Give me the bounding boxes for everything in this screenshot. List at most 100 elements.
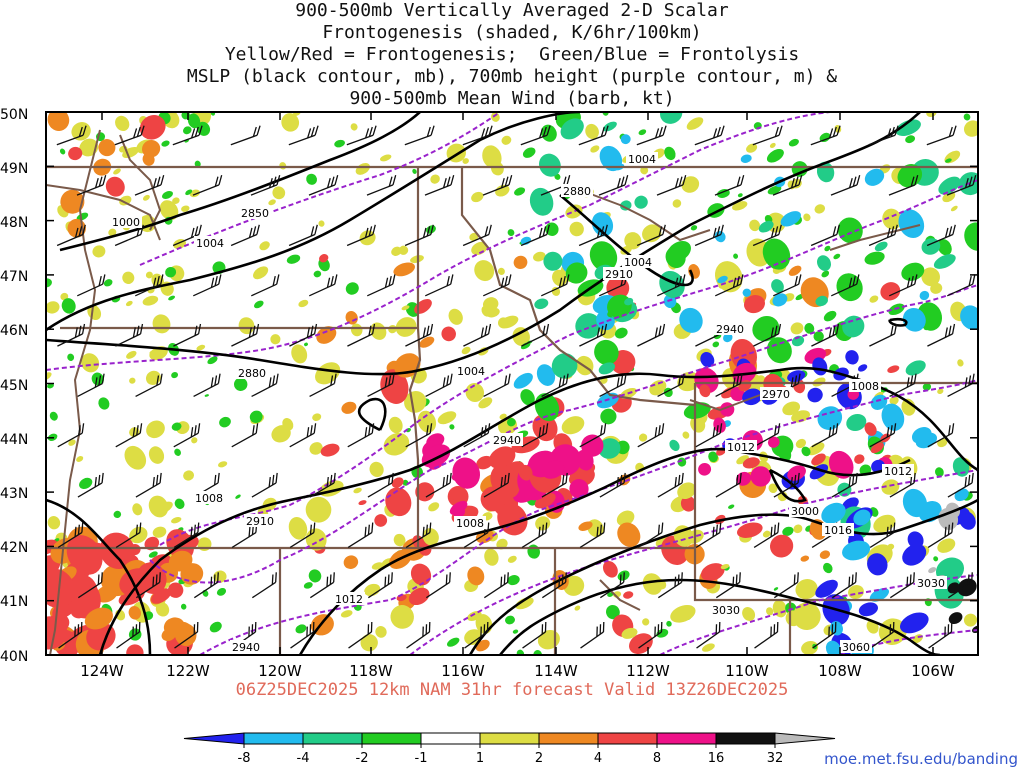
colorbar-label: 1 xyxy=(476,751,484,766)
shading-blob xyxy=(415,482,435,502)
wind-barb xyxy=(115,423,143,448)
height-label: 2970 xyxy=(762,388,790,401)
wind-barb xyxy=(347,423,375,448)
shading-blob xyxy=(507,229,515,237)
shading-blob xyxy=(790,322,804,335)
shading-blob xyxy=(614,327,628,339)
wind-barb xyxy=(869,423,897,448)
wind-barb xyxy=(694,125,725,146)
shading-blob xyxy=(233,377,248,391)
wind-barb xyxy=(346,224,376,247)
shading-blob xyxy=(295,624,307,634)
shading-blob xyxy=(419,336,435,348)
shading-blob xyxy=(495,184,510,197)
mslp-label: 1004 xyxy=(457,365,485,378)
mslp-contour-labels: 1004 1000 1004 1004 1004 1008 1012 1012 … xyxy=(110,152,914,606)
shading-blob xyxy=(767,436,780,448)
wind-barb xyxy=(251,472,278,498)
height-label: 2910 xyxy=(605,268,633,281)
shading-blob xyxy=(171,422,182,431)
shading-blob xyxy=(624,297,634,306)
shading-blob xyxy=(825,640,842,655)
shading-blob xyxy=(209,621,222,633)
wind-barb xyxy=(173,423,201,448)
mslp-label: 1008 xyxy=(851,380,879,393)
shading-blob xyxy=(616,510,635,527)
shading-blob xyxy=(803,213,811,222)
shading-blob xyxy=(565,204,583,219)
shading-blob xyxy=(174,448,181,456)
shading-blob xyxy=(902,543,927,566)
wind-barb xyxy=(347,522,374,548)
wind-barb xyxy=(231,423,259,448)
shading-blob xyxy=(819,132,831,143)
shading-blob xyxy=(666,240,691,263)
shading-blob xyxy=(551,353,578,379)
source-url[interactable]: moe.met.fsu.edu/banding xyxy=(824,750,1018,768)
shading-blob xyxy=(512,327,530,347)
wind-barb xyxy=(250,274,280,297)
shading-blob xyxy=(145,271,153,279)
shading-blob xyxy=(864,168,885,186)
wind-barb xyxy=(714,274,744,297)
shading-blob xyxy=(341,401,357,414)
shading-blob xyxy=(185,189,193,196)
shading-blob xyxy=(599,145,623,172)
shading-blob xyxy=(142,153,155,166)
shading-blob xyxy=(288,517,308,540)
shading-blob xyxy=(497,267,505,275)
shading-blob xyxy=(441,326,456,342)
wind-barb xyxy=(521,323,550,347)
shading-blob xyxy=(804,323,815,334)
wind-barb xyxy=(367,472,394,498)
shading-blob xyxy=(699,384,711,398)
shading-blob xyxy=(148,446,165,464)
wind-barb xyxy=(250,175,281,196)
wind-barb xyxy=(309,373,337,398)
shading-blob xyxy=(919,290,930,301)
shading-blob xyxy=(196,344,206,351)
shading-blob xyxy=(319,253,329,263)
shading-blob xyxy=(145,370,161,385)
shading-blob xyxy=(181,205,190,212)
height-label: 3030 xyxy=(712,604,740,617)
shading-blob xyxy=(281,113,300,132)
wind-barb xyxy=(541,373,569,398)
wind-barb xyxy=(192,175,223,196)
shading-blob xyxy=(119,568,152,597)
shading-blob xyxy=(833,253,841,260)
shading-blob xyxy=(682,431,690,439)
shading-blob xyxy=(452,457,481,489)
shading-blob xyxy=(253,266,269,280)
wind-barb xyxy=(464,621,489,649)
shading-blob xyxy=(642,573,663,595)
wind-barb xyxy=(810,224,840,247)
wind-barb xyxy=(348,621,373,649)
shading-blob xyxy=(268,199,276,206)
shading-blob xyxy=(507,555,517,563)
colorbar-label: -4 xyxy=(297,751,310,766)
shading-blob xyxy=(518,464,533,481)
wind-barb xyxy=(251,572,277,599)
wind-barb xyxy=(289,323,318,347)
lon-label: 118W xyxy=(349,662,393,680)
wind-barb xyxy=(927,522,954,548)
mslp-label: 1000 xyxy=(112,216,140,229)
wind-barb xyxy=(946,274,976,297)
wind-barb xyxy=(638,621,663,649)
shading-blob xyxy=(728,504,735,509)
shading-blob xyxy=(874,241,888,252)
shading-blob xyxy=(408,587,430,606)
height-label: 2850 xyxy=(241,207,269,220)
shading-blob xyxy=(854,454,865,464)
shading-blob xyxy=(749,219,761,232)
shading-blob xyxy=(529,187,554,216)
wind-barb xyxy=(521,423,549,448)
wind-barb xyxy=(174,621,199,649)
shading-blob xyxy=(752,316,780,342)
colorbar-label: -2 xyxy=(356,751,369,766)
shading-blob xyxy=(505,615,515,625)
wind-barb xyxy=(599,373,627,398)
shading-blob xyxy=(309,442,323,455)
shading-blob xyxy=(183,126,192,135)
